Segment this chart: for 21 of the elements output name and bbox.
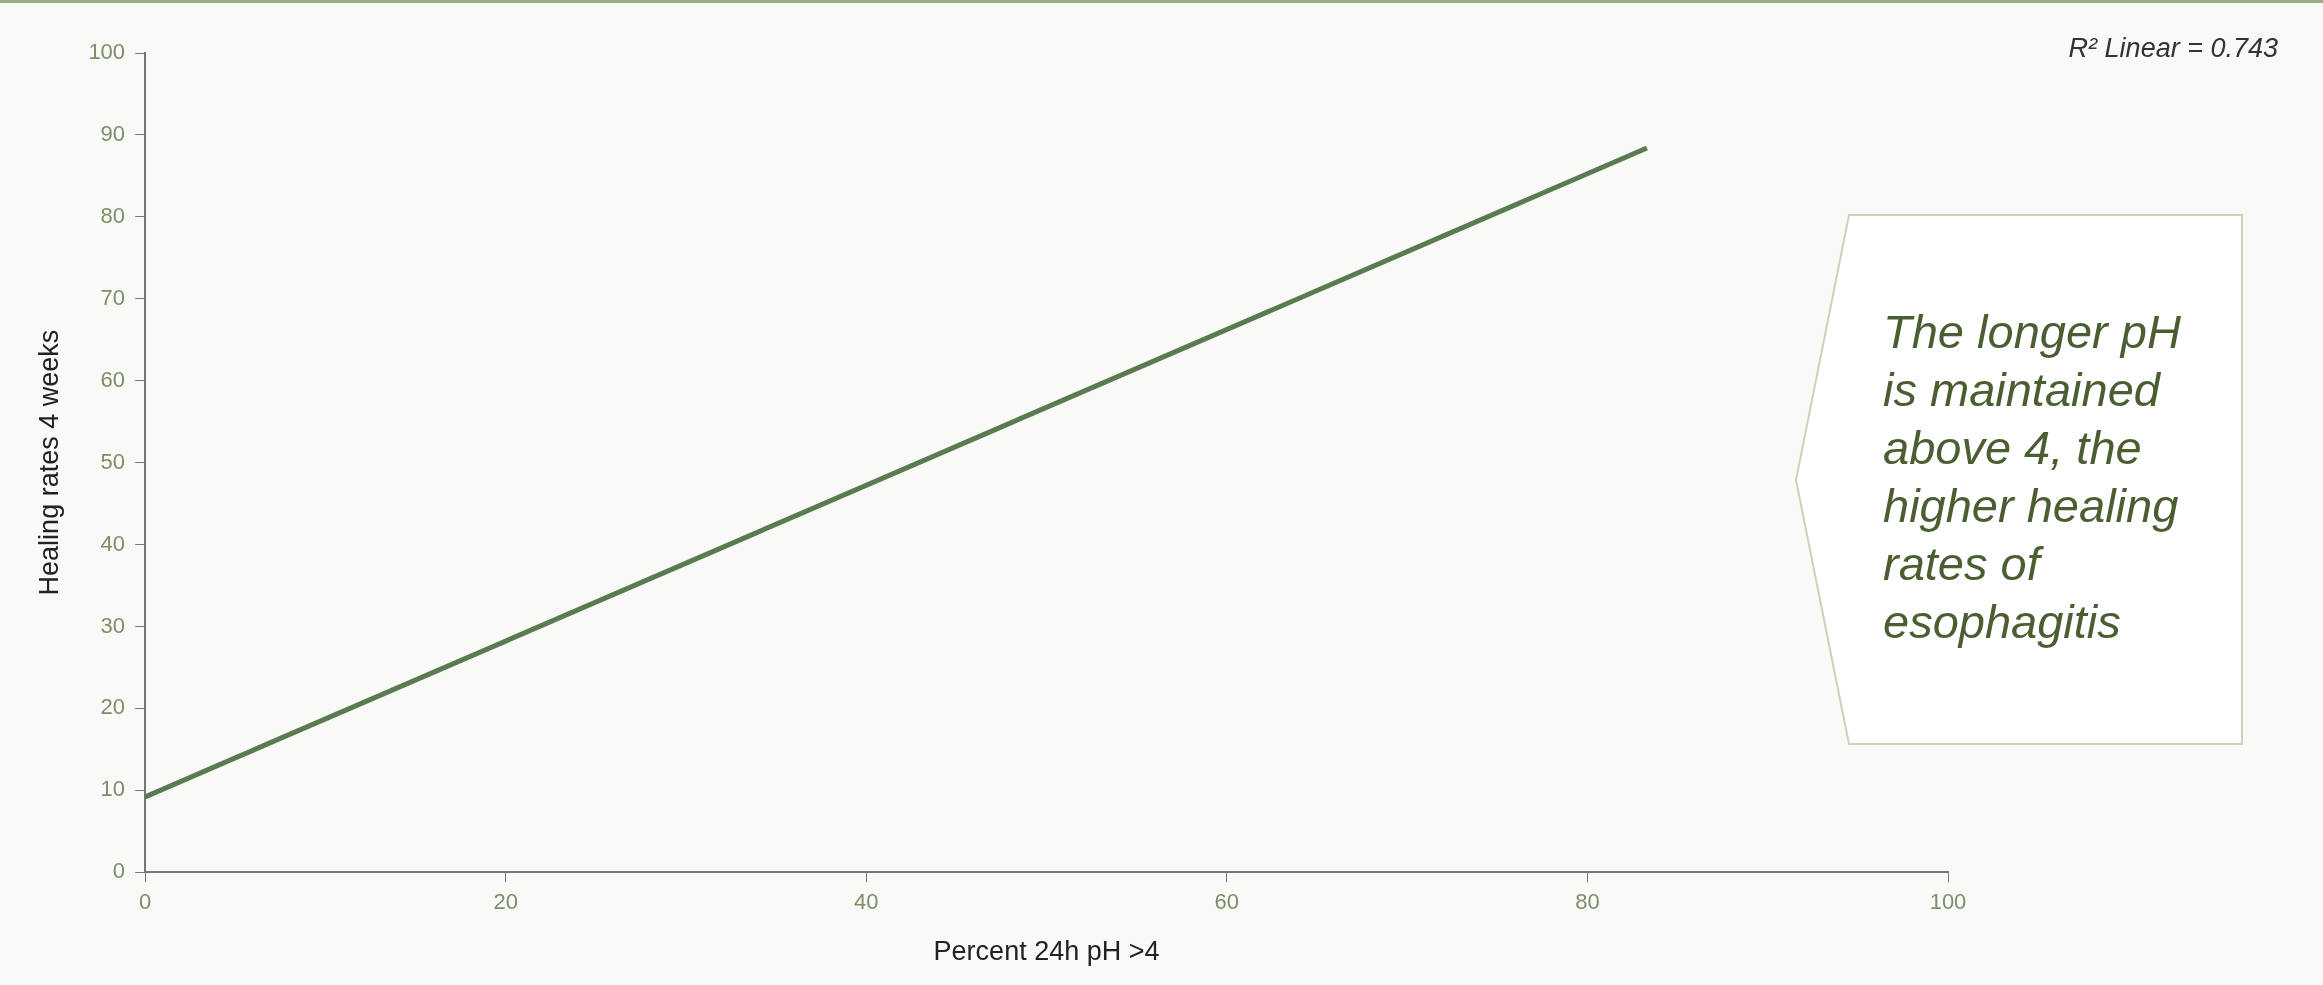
annotation: The longer pH is maintained above 4, the higher healing rates of esophagitis [1883, 304, 2182, 650]
y-tick-label: 10 [100, 776, 126, 802]
y-tick-label: 70 [100, 284, 126, 310]
y-tick-label: 20 [100, 694, 126, 720]
x-tick-label: 0 [138, 889, 152, 915]
y-tick-label: 90 [100, 120, 126, 146]
x-tick-label: 80 [1575, 889, 1600, 915]
x-axis-title: Percent 24h pH >4 [933, 936, 1160, 967]
x-tick-label: 40 [854, 889, 879, 915]
y-tick-label: 40 [100, 530, 126, 556]
y-tick-label: 0 [112, 858, 126, 884]
y-tick-label: 50 [100, 448, 126, 474]
text: R² Linear = 0.743 [2068, 33, 2278, 64]
y-tick-label: 80 [100, 202, 126, 228]
y-axis-title: Healing rates 4 weeks [33, 329, 64, 596]
x-tick-label: 20 [493, 889, 518, 915]
x-tick-label: 60 [1214, 889, 1240, 915]
y-tick-label: 30 [100, 612, 126, 638]
y-tick-label: 100 [88, 39, 126, 65]
y-tick-label: 60 [100, 366, 126, 392]
x-tick-label: 100 [1929, 889, 1967, 915]
